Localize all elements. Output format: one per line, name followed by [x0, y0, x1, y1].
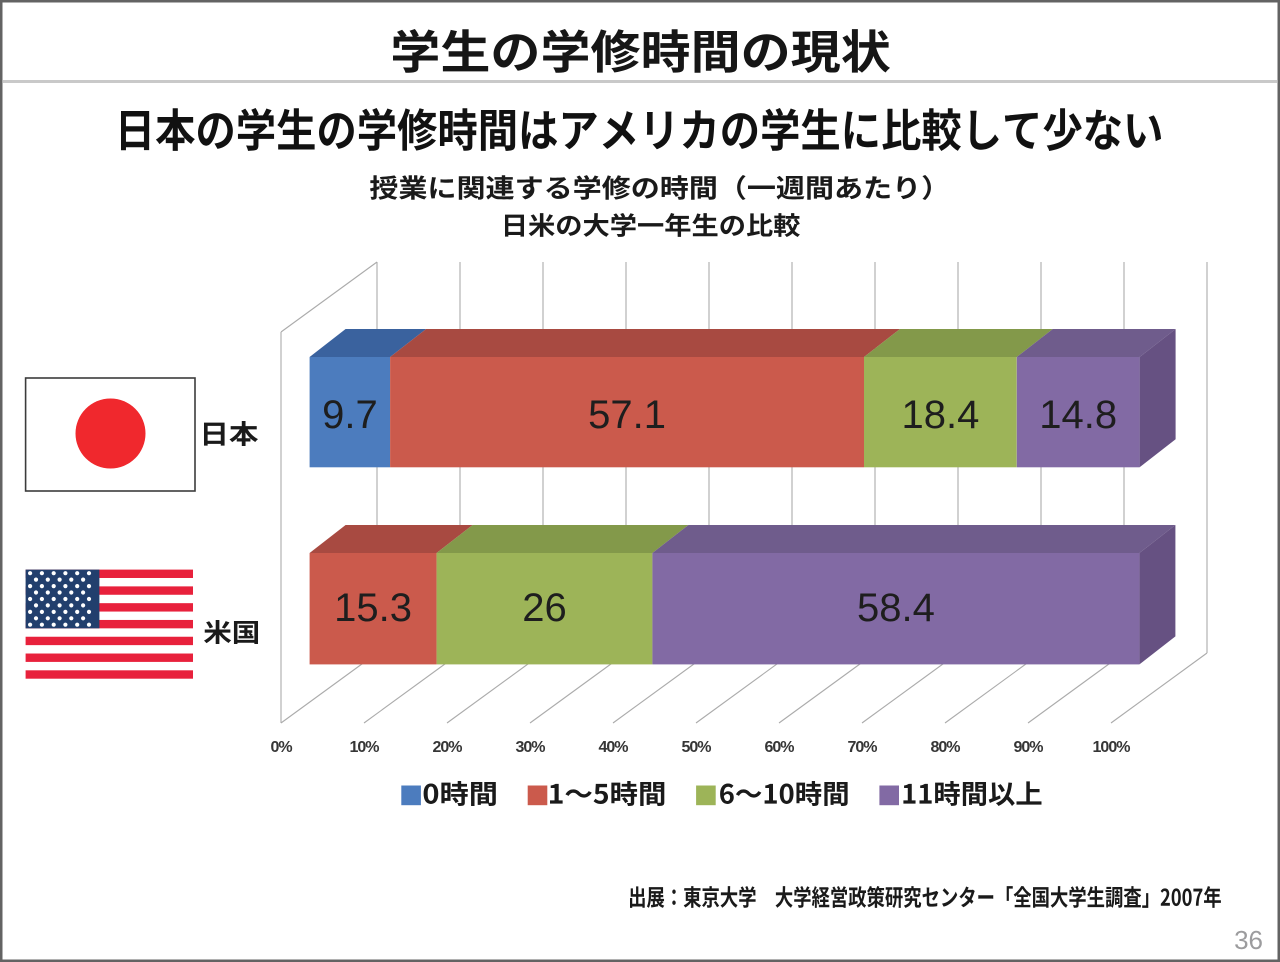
- svg-text:70%: 70%: [847, 739, 877, 756]
- svg-text:20%: 20%: [432, 739, 462, 756]
- svg-text:14.8: 14.8: [1039, 393, 1117, 437]
- svg-text:60%: 60%: [764, 739, 794, 756]
- svg-text:100%: 100%: [1093, 739, 1131, 756]
- svg-text:18.4: 18.4: [901, 393, 979, 437]
- svg-text:40%: 40%: [598, 739, 628, 756]
- svg-text:10%: 10%: [349, 739, 379, 756]
- svg-text:50%: 50%: [681, 739, 711, 756]
- svg-text:9.7: 9.7: [322, 393, 378, 437]
- svg-text:80%: 80%: [930, 739, 960, 756]
- svg-text:57.1: 57.1: [588, 393, 666, 437]
- svg-text:15.3: 15.3: [334, 586, 412, 630]
- svg-text:58.4: 58.4: [857, 586, 935, 630]
- svg-text:0%: 0%: [270, 739, 292, 756]
- svg-text:90%: 90%: [1013, 739, 1043, 756]
- svg-text:36: 36: [1234, 925, 1263, 955]
- svg-text:30%: 30%: [515, 739, 545, 756]
- svg-text:26: 26: [522, 586, 567, 630]
